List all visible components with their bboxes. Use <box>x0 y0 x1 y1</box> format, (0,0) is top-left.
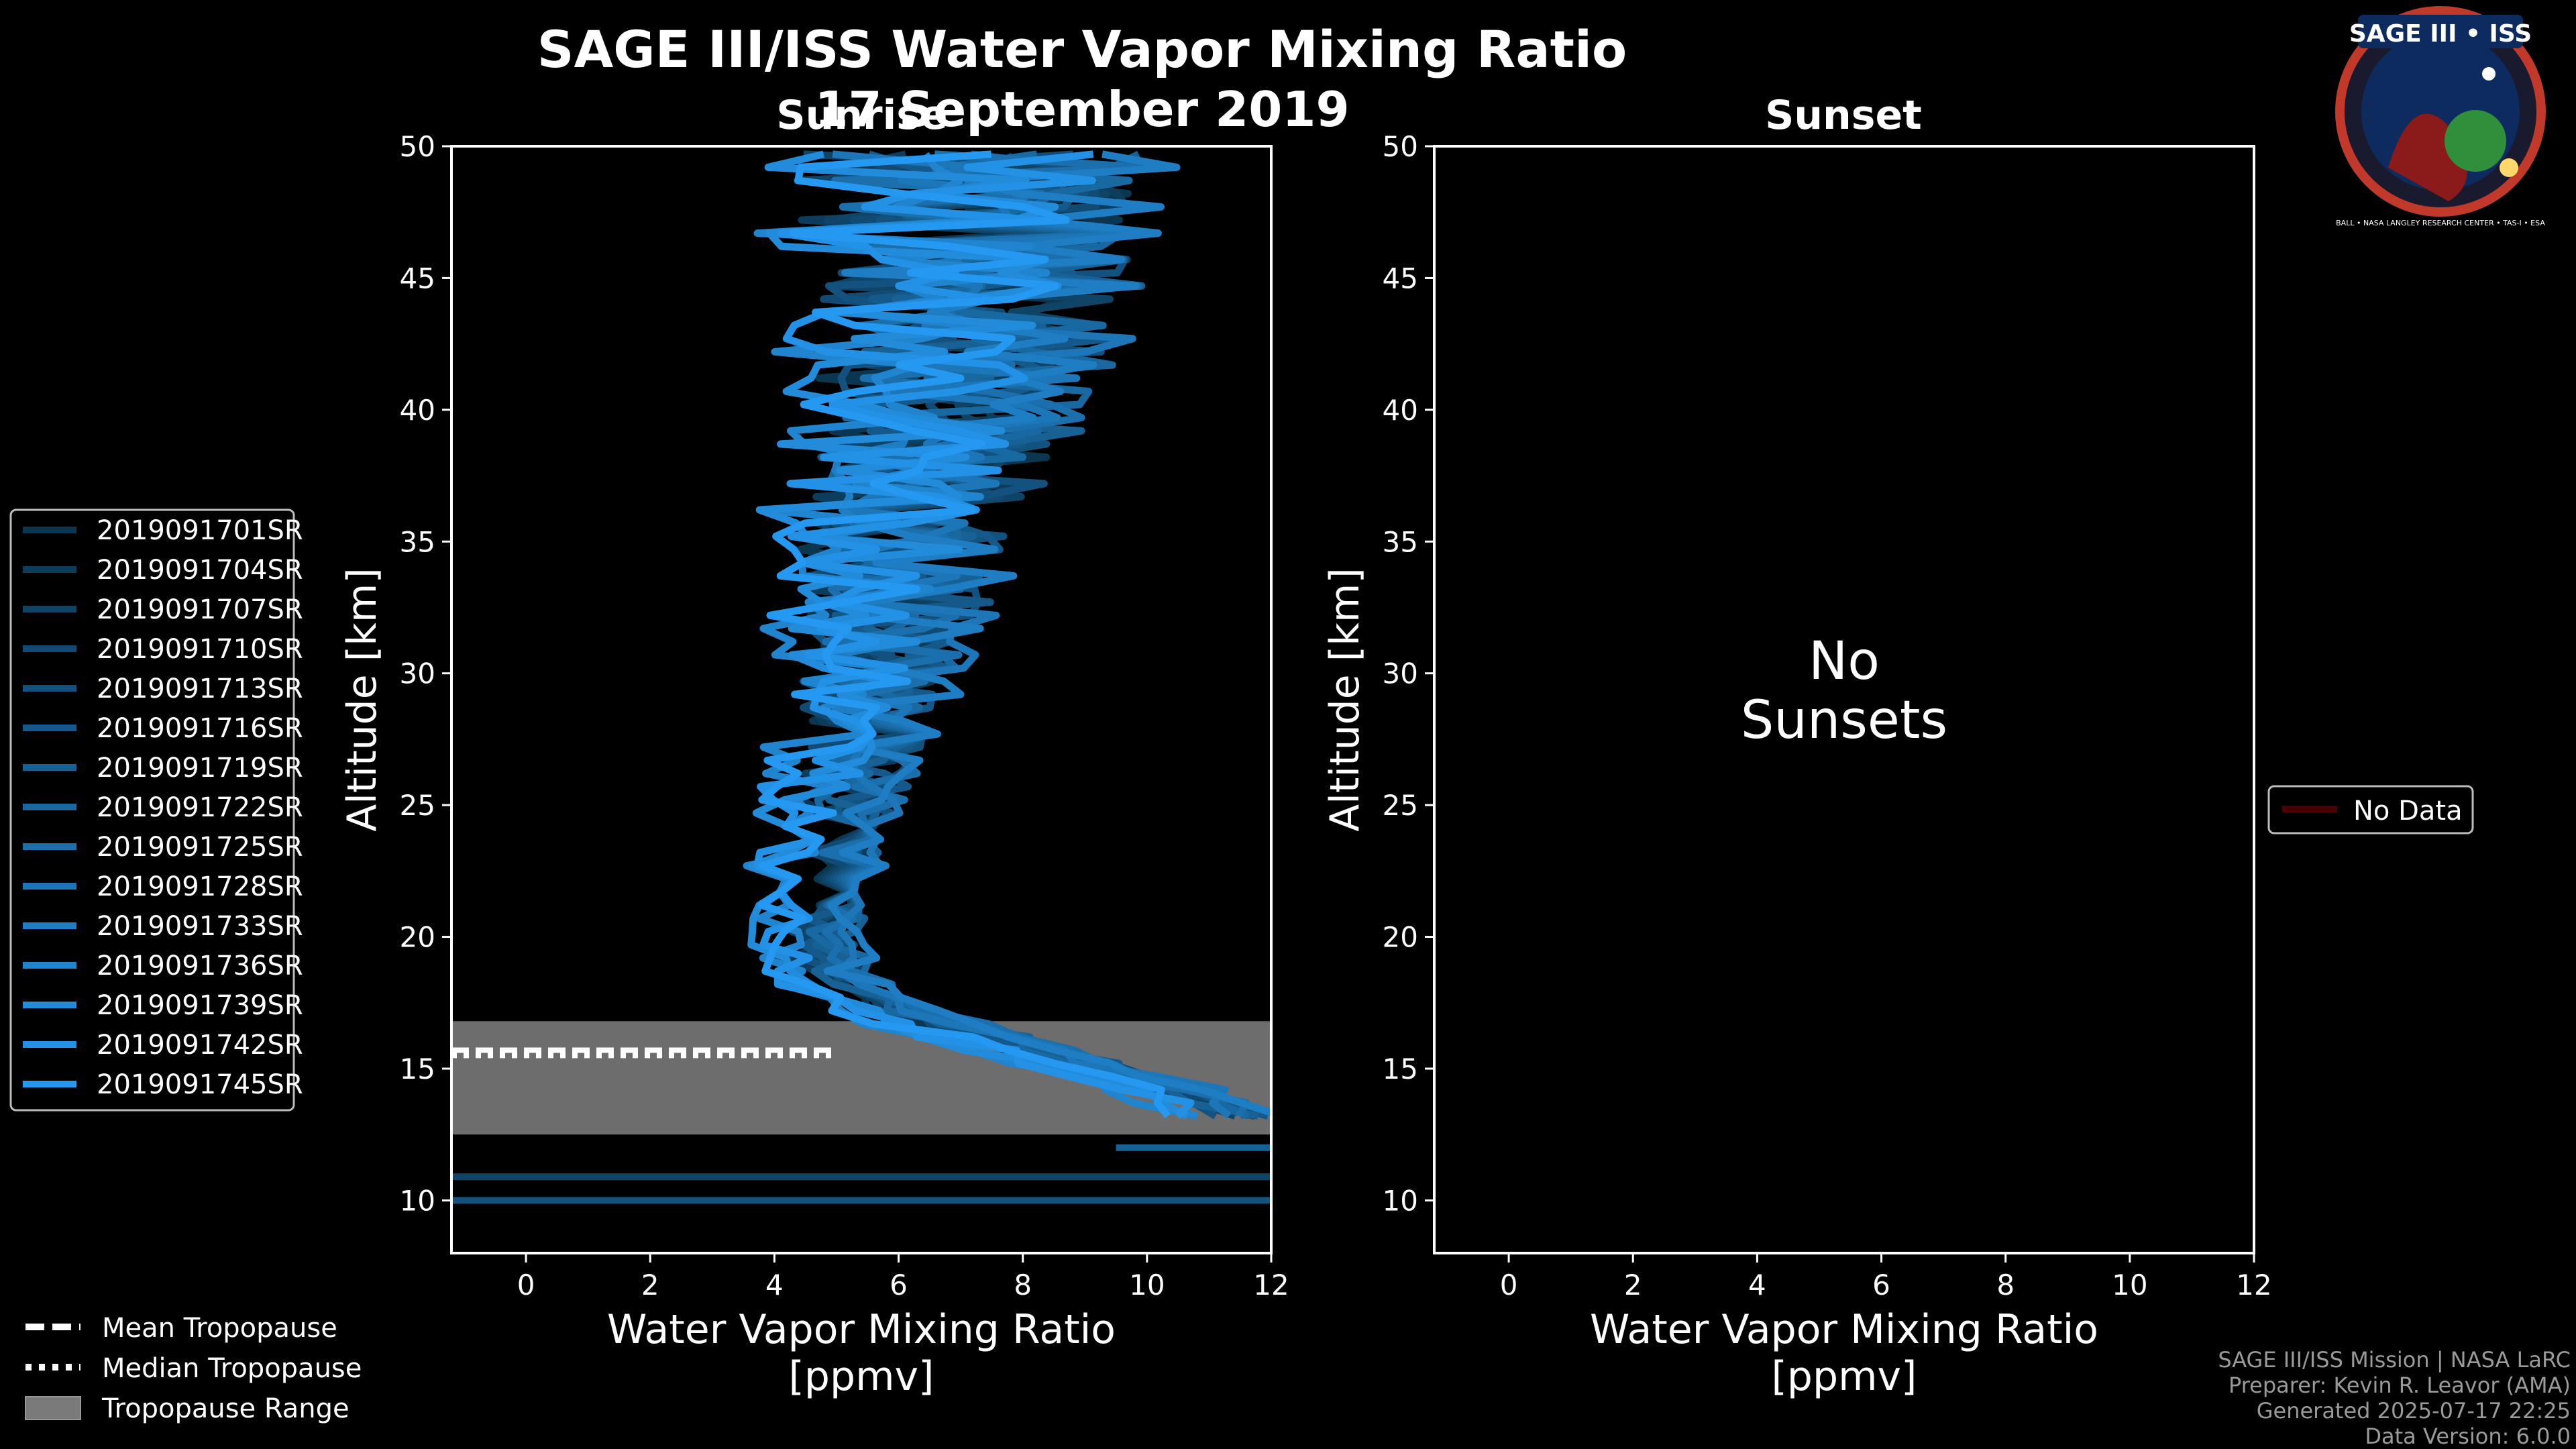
sunset-legend-frame <box>2267 785 2474 835</box>
legend-label-2019091725SR: 2019091725SR <box>97 832 303 863</box>
sunset-x-tick-label: 10 <box>2112 1269 2147 1301</box>
sunrise-x-tick-label: 6 <box>890 1269 908 1301</box>
sunrise-y-tick-label: 25 <box>400 789 435 822</box>
sunset-y-axis-label: Altitude [km] <box>1322 568 1368 832</box>
tropopause-range-label: Tropopause Range <box>101 1393 350 1424</box>
tropopause-range-swatch <box>25 1396 81 1420</box>
sunset-y-tick-label: 40 <box>1383 394 1418 427</box>
footer-generated: Generated 2025-07-17 22:25 <box>2257 1398 2571 1424</box>
legend-label-2019091722SR: 2019091722SR <box>97 792 303 823</box>
sunrise-x-tick-label: 4 <box>765 1269 784 1301</box>
sunrise-y-tick-label: 45 <box>400 262 435 294</box>
sunrise-plot-frame <box>450 145 1273 1254</box>
sunset-y-tick-label: 30 <box>1383 657 1418 690</box>
tropopause-legend: Mean Tropopause Median Tropopause Tropop… <box>25 1313 362 1424</box>
legend-label-2019091745SR: 2019091745SR <box>97 1069 303 1100</box>
sunrise-y-tick-label: 35 <box>400 525 435 558</box>
sunrise-panel-title: Sunrise <box>776 92 947 139</box>
sunrise-plot: 0 2 4 6 8 10 12 10 15 20 25 30 35 40 45 50 Altitude [km… <box>339 130 1289 1400</box>
sunset-x-tick-label: 6 <box>1872 1269 1890 1301</box>
sunrise-y-tick-label: 30 <box>400 657 435 690</box>
no-data-legend-label: No Data <box>2353 796 2463 826</box>
legend-label-2019091704SR: 2019091704SR <box>97 555 303 586</box>
sunset-x-tick-label: 0 <box>1500 1269 1518 1301</box>
sunrise-legend-frame <box>9 508 295 1112</box>
mean-tropopause-label: Mean Tropopause <box>102 1313 337 1344</box>
sunset-x-tick-label: 4 <box>1748 1269 1766 1301</box>
sunrise-x-axis-label-line1: Water Vapor Mixing Ratio <box>607 1306 1116 1353</box>
sunset-y-tick-label: 10 <box>1383 1184 1418 1217</box>
sunset-legend: No Data <box>2267 785 2474 835</box>
sunrise-legend: 2019091701SR 2019091704SR 2019091707SR 2019… <box>9 508 303 1112</box>
footer-credits: SAGE III/ISS Mission | NASA LaRC Prepare… <box>2218 1347 2571 1449</box>
sunset-y-tick-label: 15 <box>1383 1053 1418 1085</box>
profile-line-2019091745SR <box>757 150 1171 1119</box>
logo-ring-text: BALL • NASA LANGLEY RESEARCH CENTER • TA… <box>2336 219 2545 227</box>
sunset-panel-title: Sunset <box>1765 92 1922 139</box>
sunset-x-tick-label: 12 <box>2236 1269 2271 1301</box>
sunset-x-tick-label: 8 <box>1996 1269 2015 1301</box>
sunset-plot: 0 2 4 6 8 10 12 10 15 20 25 30 35 40 45 50 Altitude [km… <box>1322 130 2272 1400</box>
median-tropopause-label: Median Tropopause <box>102 1353 362 1384</box>
chart-title: SAGE III/ISS Water Vapor Mixing Ratio <box>537 19 1627 79</box>
no-data-text-line1: No <box>1809 631 1880 692</box>
sunrise-x-axis-label-line2: [ppmv] <box>789 1353 934 1400</box>
chart-date: 17 September 2019 <box>814 81 1349 138</box>
sunrise-y-axis-label: Altitude [km] <box>339 568 386 832</box>
sunset-y-tick-label: 35 <box>1383 525 1418 558</box>
legend-label-2019091742SR: 2019091742SR <box>97 1030 303 1061</box>
sunrise-y-tick-label: 40 <box>400 394 435 427</box>
sunrise-y-tick-label: 50 <box>400 130 435 163</box>
sunrise-y-tick-label: 20 <box>400 921 435 954</box>
legend-label-2019091733SR: 2019091733SR <box>97 911 303 942</box>
sunset-plot-frame <box>1433 145 2255 1254</box>
sunrise-y-tick-label: 15 <box>400 1053 435 1085</box>
sunrise-x-tick-label: 10 <box>1129 1269 1165 1301</box>
legend-label-2019091739SR: 2019091739SR <box>97 990 303 1021</box>
footer-preparer: Preparer: Kevin R. Leavor (AMA) <box>2229 1373 2571 1398</box>
logo-text: SAGE III • ISS <box>2349 20 2532 48</box>
legend-label-2019091710SR: 2019091710SR <box>97 634 303 665</box>
sunset-x-axis-label-line2: [ppmv] <box>1772 1353 1917 1400</box>
sunset-x-tick-label: 2 <box>1624 1269 1642 1301</box>
sunrise-x-tick-label: 0 <box>517 1269 535 1301</box>
legend-label-2019091707SR: 2019091707SR <box>97 594 303 625</box>
sunset-y-tick-label: 25 <box>1383 789 1418 822</box>
sunset-y-tick-label: 50 <box>1383 130 1418 163</box>
legend-label-2019091701SR: 2019091701SR <box>97 515 303 546</box>
sunrise-x-tick-label: 12 <box>1253 1269 1289 1301</box>
sunset-y-tick-label: 45 <box>1383 262 1418 294</box>
no-data-text-line2: Sunsets <box>1741 690 1947 751</box>
profile-line-2019091733SR <box>823 150 1271 1117</box>
sunset-y-tick-label: 20 <box>1383 921 1418 954</box>
legend-label-2019091716SR: 2019091716SR <box>97 713 303 744</box>
legend-label-2019091736SR: 2019091736SR <box>97 951 303 981</box>
footer-data-version: Data Version: 6.0.0 <box>2365 1424 2571 1449</box>
sunrise-y-tick-label: 10 <box>400 1184 435 1217</box>
sage-iii-iss-logo: SAGE III • ISS BALL • NASA LANGLEY RESEA… <box>2335 6 2546 227</box>
legend-label-2019091713SR: 2019091713SR <box>97 674 303 704</box>
legend-label-2019091719SR: 2019091719SR <box>97 753 303 784</box>
footer-mission: SAGE III/ISS Mission | NASA LaRC <box>2218 1347 2571 1373</box>
legend-label-2019091728SR: 2019091728SR <box>97 871 303 902</box>
sunrise-x-tick-label: 2 <box>641 1269 659 1301</box>
sunset-x-axis-label-line1: Water Vapor Mixing Ratio <box>1590 1306 2098 1353</box>
sunrise-x-tick-label: 8 <box>1014 1269 1032 1301</box>
